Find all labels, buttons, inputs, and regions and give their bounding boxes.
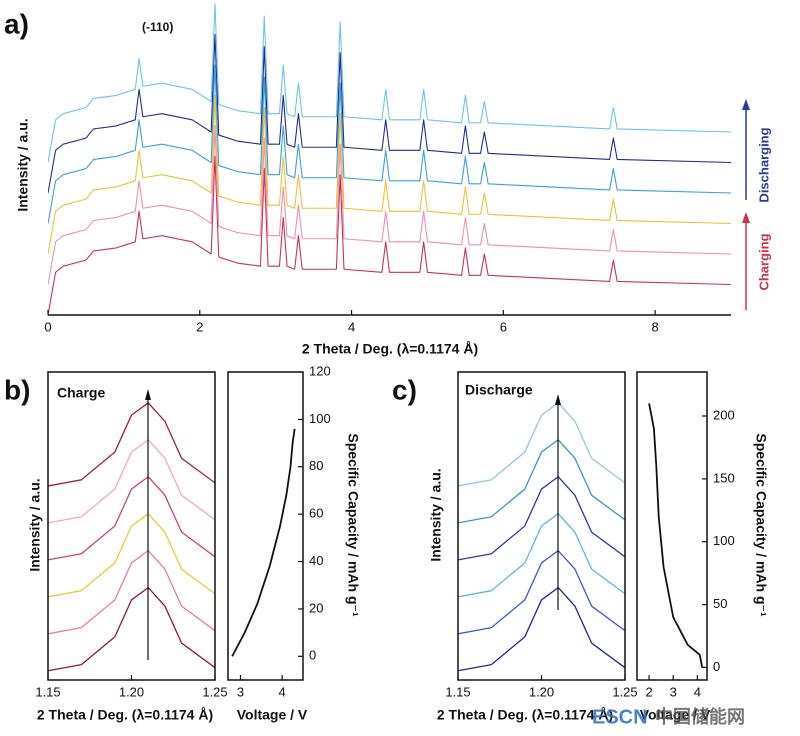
watermark: 中国储能网: [655, 706, 745, 727]
trace: [48, 33, 731, 194]
annotation: (-110): [142, 20, 173, 34]
x-tick-label: 2: [196, 319, 203, 334]
x-axis-label: 2 Theta / Deg. (λ=0.1174 Å): [37, 707, 213, 723]
trace: [48, 513, 215, 598]
traces: [48, 3, 731, 315]
panel-label: c): [392, 374, 417, 405]
trace: [48, 64, 731, 224]
panel-label: b): [4, 374, 30, 405]
data-layer: [48, 3, 731, 672]
y-tick-label: 0: [713, 659, 720, 674]
trace: [48, 549, 215, 635]
trace: [48, 94, 731, 255]
trace: [48, 125, 731, 285]
voltage-curve: [648, 403, 704, 668]
trace: [458, 513, 625, 598]
x-tick-label: 4: [279, 684, 286, 699]
annotation: Charging: [756, 233, 771, 290]
x-tick-label: 3: [670, 684, 677, 699]
annotation: Discharge: [465, 382, 533, 398]
x-tick-label: 1.20: [529, 684, 554, 699]
trace: [48, 155, 731, 315]
y-tick-label: 20: [309, 600, 323, 615]
trace: [458, 439, 625, 524]
panel-label: a): [4, 8, 29, 39]
x-axis-label: 2 Theta / Deg. (λ=0.1174 Å): [437, 707, 613, 723]
y-axis-label: Specific Capacity / mAh g⁻¹: [345, 433, 361, 617]
annotation: Discharging: [756, 127, 771, 202]
trace: [458, 549, 625, 635]
peak-arrow: [145, 389, 151, 660]
trace: [458, 476, 625, 561]
trace: [48, 3, 731, 163]
y-tick-label: 80: [309, 458, 323, 473]
y-tick-label: 100: [309, 411, 331, 426]
x-tick-label: 4: [348, 319, 355, 334]
peak-arrow: [555, 394, 561, 610]
x-axis-label: 2 Theta / Deg. (λ=0.1174 Å): [302, 341, 478, 357]
y-axis-label: Intensity / a.u.: [15, 118, 31, 211]
x-tick-label: 3: [237, 684, 244, 699]
plot-frame: [636, 371, 708, 681]
traces: [458, 402, 625, 672]
x-tick-label: 1.25: [202, 684, 227, 699]
y-tick-label: 60: [309, 506, 323, 521]
trace: [458, 586, 625, 672]
y-tick-label: 50: [713, 596, 727, 611]
x-tick-label: 1.20: [119, 684, 144, 699]
voltage-curve: [231, 428, 296, 657]
trace: [48, 476, 215, 561]
x-axis-label: Voltage / V: [237, 707, 308, 723]
traces: [48, 402, 215, 672]
trace: [48, 586, 215, 672]
x-tick-label: 6: [500, 319, 507, 334]
y-tick-label: 40: [309, 553, 323, 568]
y-axis-label: Intensity / a.u.: [428, 468, 444, 561]
x-tick-label: 4: [694, 684, 701, 699]
y-axis-label: Specific Capacity / mAh g⁻¹: [753, 433, 769, 617]
watermark: ESCN: [592, 706, 648, 728]
x-axis-label: Voltage / V: [640, 707, 711, 723]
y-axis-label: Intensity / a.u.: [27, 478, 43, 571]
trace: [48, 439, 215, 524]
x-tick-label: 8: [651, 319, 658, 334]
x-tick-label: 0: [44, 319, 51, 334]
y-tick-label: 100: [713, 533, 735, 548]
x-tick-label: 1.15: [35, 684, 60, 699]
plot-frame: [227, 371, 304, 681]
direction-arrows: [742, 99, 750, 310]
y-tick-label: 0: [309, 648, 316, 663]
x-tick-label: 1.25: [612, 684, 637, 699]
trace: [48, 402, 215, 487]
y-tick-label: 120: [309, 363, 331, 378]
y-tick-label: 200: [713, 407, 735, 422]
x-tick-label: 2: [645, 684, 652, 699]
annotation: Charge: [57, 385, 105, 401]
trace: [458, 402, 625, 487]
x-tick-label: 1.15: [445, 684, 470, 699]
y-tick-label: 150: [713, 470, 735, 485]
